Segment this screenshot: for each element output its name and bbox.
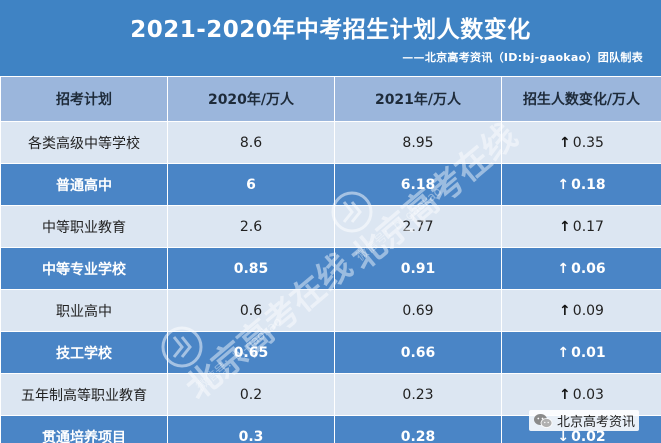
table-row: 五年制高等职业教育 0.2 0.23 ↑ 0.03 — [0, 373, 661, 416]
plan-name-cell: 各类高级中等学校 — [0, 121, 168, 164]
value-2020-cell: 2.6 — [167, 205, 335, 248]
plan-name-cell: 五年制高等职业教育 — [0, 373, 168, 416]
table-row: 中等职业教育 2.6 2.77 ↑ 0.17 — [0, 205, 661, 248]
page-subtitle: ——北京高考资讯（ID:bj-gaokao）团队制表 — [402, 51, 643, 64]
table-row: 职业高中 0.6 0.69 ↑ 0.09 — [0, 289, 661, 332]
change-cell: ↑ 0.18 — [501, 163, 661, 206]
wechat-account-name: 北京高考资讯 — [556, 415, 635, 430]
plan-name-cell: 职业高中 — [0, 289, 168, 332]
value-2021-cell: 2.77 — [334, 205, 502, 248]
enrollment-table: 招考计划 2020年/万人 2021年/万人 招生人数变化/万人 各类高级中等学… — [0, 76, 661, 443]
change-value: 0.06 — [571, 260, 606, 277]
table-header-row: 招考计划 2020年/万人 2021年/万人 招生人数变化/万人 — [0, 76, 661, 122]
table-row: 技工学校 0.65 0.66 ↑ 0.01 — [0, 331, 661, 374]
change-value: 0.17 — [572, 218, 604, 235]
value-2021-cell: 0.69 — [334, 289, 502, 332]
value-2021-cell: 0.66 — [334, 331, 502, 374]
change-cell: ↑ 0.35 — [501, 121, 661, 164]
change-value: 0.09 — [572, 302, 604, 319]
change-value: 0.35 — [572, 134, 604, 151]
change-cell: ↑ 0.03 — [501, 373, 661, 416]
column-header-2021: 2021年/万人 — [334, 76, 502, 122]
table-row: 各类高级中等学校 8.6 8.95 ↑ 0.35 — [0, 121, 661, 164]
plan-name-cell: 中等职业教育 — [0, 205, 168, 248]
value-2020-cell: 6 — [167, 163, 335, 206]
value-2020-cell: 0.3 — [167, 415, 335, 443]
value-2020-cell: 8.6 — [167, 121, 335, 164]
arrow-up-icon: ↑ — [557, 260, 570, 277]
change-value: 0.03 — [572, 386, 604, 403]
table-row: 普通高中 6 6.18 ↑ 0.18 — [0, 163, 661, 206]
arrow-up-icon: ↑ — [557, 176, 570, 193]
change-cell: ↑ 0.17 — [501, 205, 661, 248]
value-2021-cell: 0.23 — [334, 373, 502, 416]
change-value: 0.18 — [571, 176, 606, 193]
value-2020-cell: 0.85 — [167, 247, 335, 290]
arrow-up-icon: ↑ — [557, 344, 570, 361]
column-header-plan: 招考计划 — [0, 76, 168, 122]
change-value: 0.01 — [571, 344, 606, 361]
plan-name-cell: 贯通培养项目 — [0, 415, 168, 443]
arrow-down-icon: ↓ — [557, 428, 570, 443]
title-banner: 2021-2020年中考招生计划人数变化 ——北京高考资讯（ID:bj-gaok… — [0, 0, 661, 76]
wechat-account-badge: 北京高考资讯 — [528, 410, 639, 431]
change-cell: ↑ 0.06 — [501, 247, 661, 290]
plan-name-cell: 技工学校 — [0, 331, 168, 374]
change-value: 0.02 — [571, 428, 606, 443]
change-cell: ↑ 0.01 — [501, 331, 661, 374]
page-title: 2021-2020年中考招生计划人数变化 — [130, 17, 531, 43]
plan-name-cell: 普通高中 — [0, 163, 168, 206]
column-header-change: 招生人数变化/万人 — [501, 76, 661, 122]
arrow-up-icon: ↑ — [559, 218, 571, 235]
value-2020-cell: 0.6 — [167, 289, 335, 332]
column-header-2020: 2020年/万人 — [167, 76, 335, 122]
change-cell: ↑ 0.09 — [501, 289, 661, 332]
value-2021-cell: 8.95 — [334, 121, 502, 164]
value-2021-cell: 0.28 — [334, 415, 502, 443]
table-row: 贯通培养项目 0.3 0.28 ↓ 0.02 — [0, 415, 661, 443]
plan-name-cell: 中等专业学校 — [0, 247, 168, 290]
arrow-up-icon: ↑ — [559, 386, 571, 403]
arrow-up-icon: ↑ — [559, 302, 571, 319]
arrow-up-icon: ↑ — [559, 134, 571, 151]
value-2021-cell: 0.91 — [334, 247, 502, 290]
value-2020-cell: 0.2 — [167, 373, 335, 416]
value-2021-cell: 6.18 — [334, 163, 502, 206]
wechat-icon — [533, 413, 553, 428]
table-row: 中等专业学校 0.85 0.91 ↑ 0.06 — [0, 247, 661, 290]
value-2020-cell: 0.65 — [167, 331, 335, 374]
